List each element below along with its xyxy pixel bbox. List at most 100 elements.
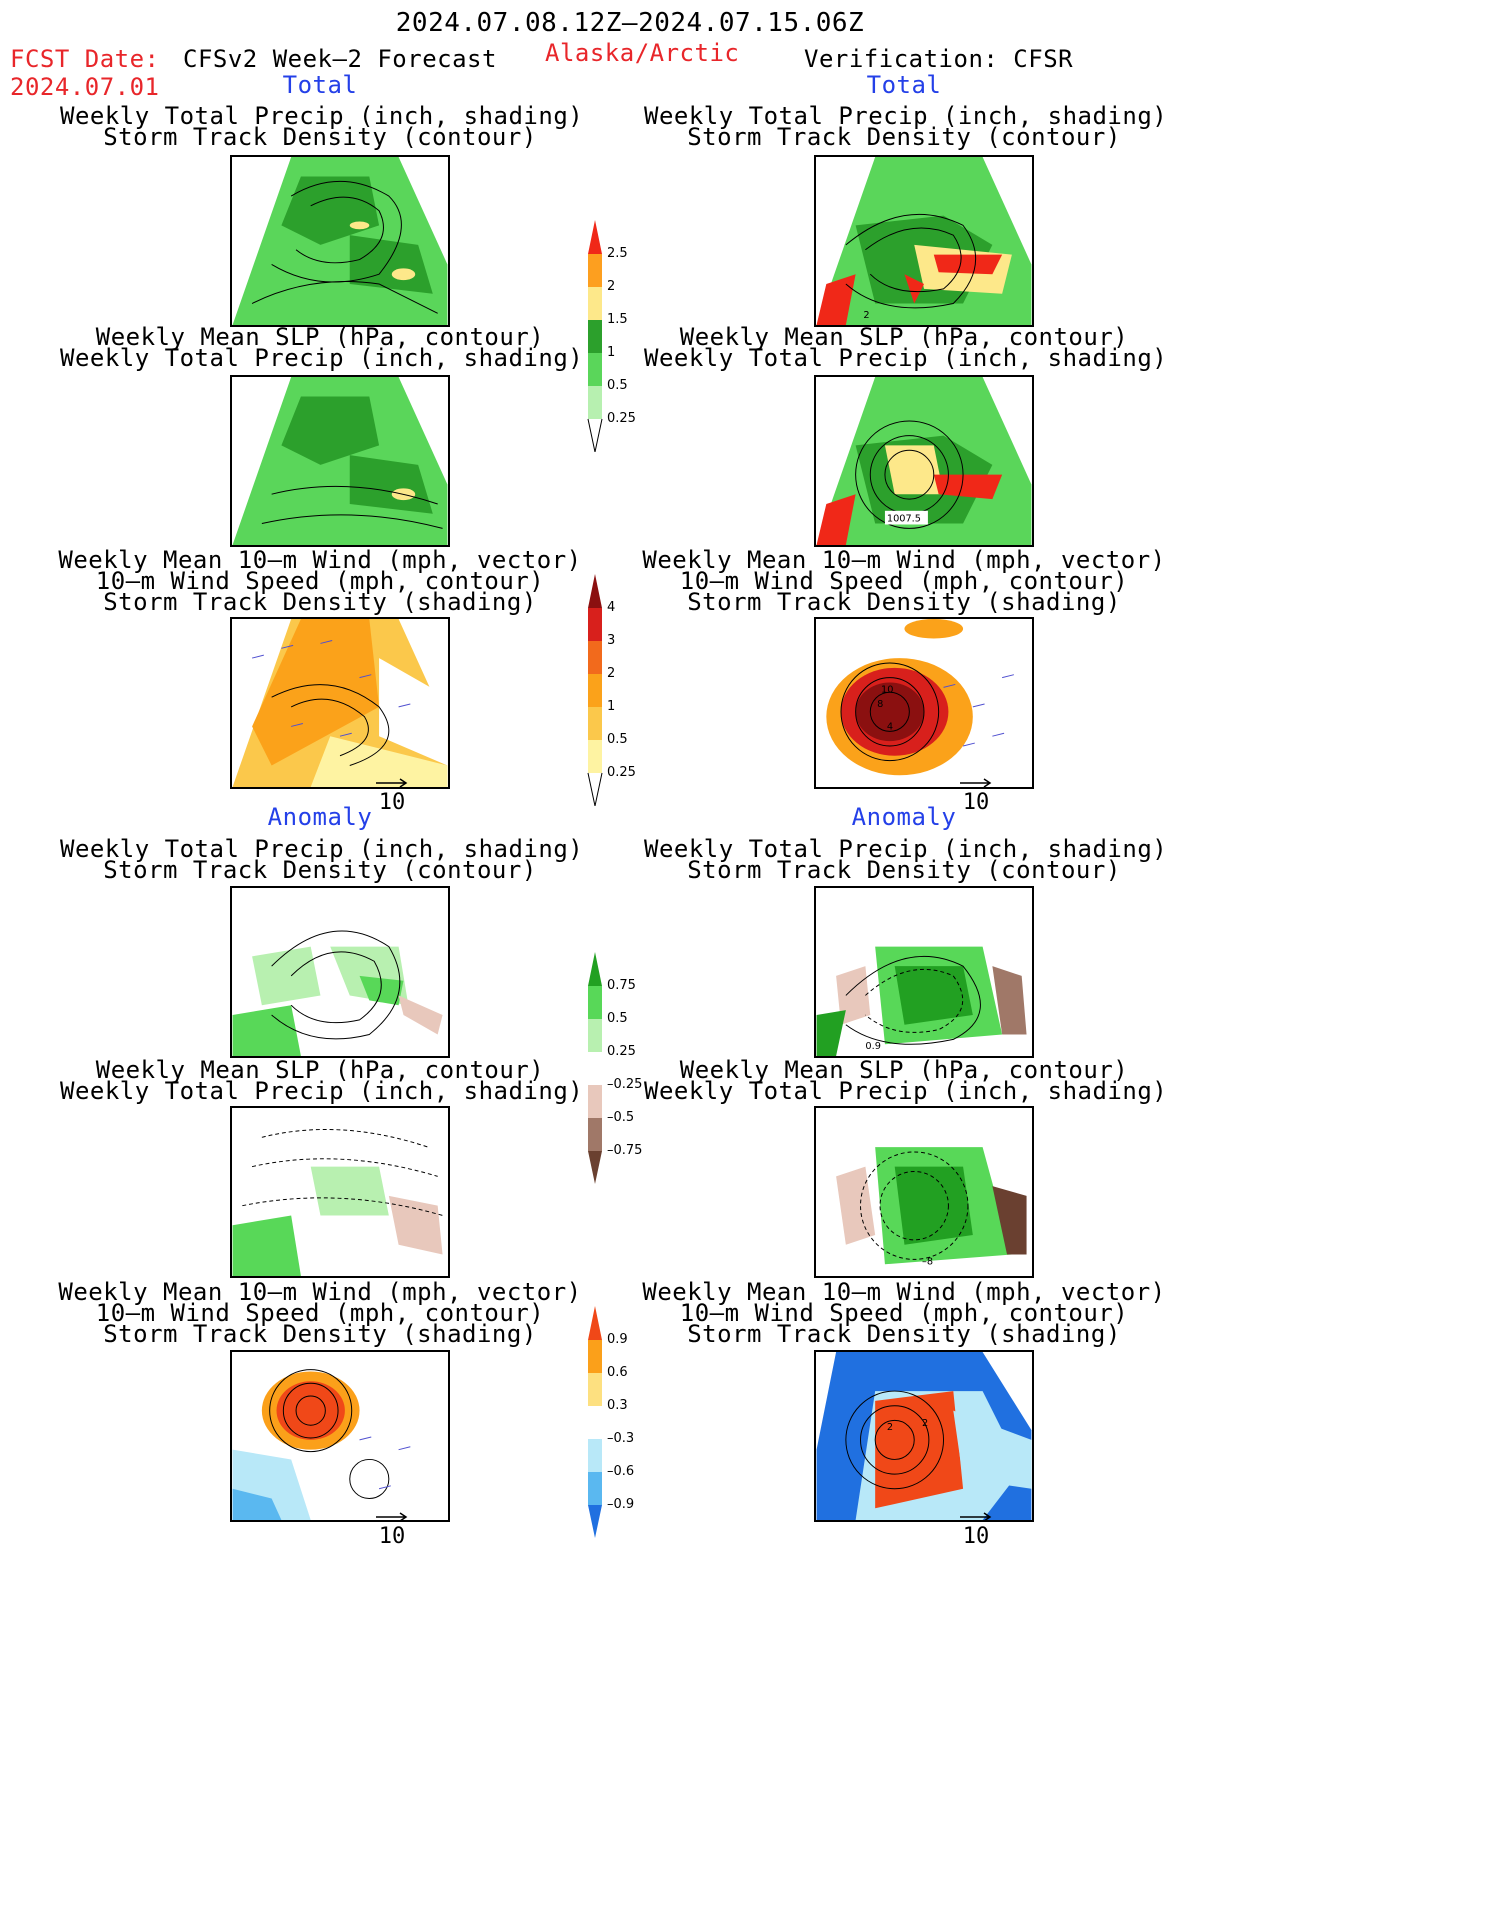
colorbar-precip-anom-scale xyxy=(588,952,602,1184)
colorbar-precip-total-label: 2 xyxy=(607,279,616,294)
arrow-right-icon xyxy=(960,1512,992,1522)
map-verif-total-precip: 2 xyxy=(814,155,1034,327)
verif-anom-precip-contour-label: 0.9 xyxy=(865,1041,881,1052)
verification-label: Verification: CFSR xyxy=(804,45,1074,73)
title-anom-wind-track-l2: 10–m Wind Speed (mph, contour) xyxy=(95,1299,545,1327)
verif-total-slp-contour-label: 1007.5 xyxy=(887,514,921,525)
colorbar-precip-anom-label: –0.75 xyxy=(607,1143,643,1158)
colorbar-precip-total-label: 2.5 xyxy=(607,246,628,261)
title-wind-track-r3: Storm Track Density (shading) xyxy=(687,588,1121,616)
colorbar-track-total-scale xyxy=(587,574,603,806)
title-wind-track-l3: Storm Track Density (shading) xyxy=(103,588,537,616)
map-fcst-total-slp xyxy=(230,375,450,547)
title-slp-precip-l1: Weekly Mean SLP (hPa, contour) xyxy=(95,323,545,351)
vector-ref-fcst-total: 10 xyxy=(372,776,412,815)
vector-ref-value: 10 xyxy=(962,790,990,815)
verif-anom-wind-label-a: 2 xyxy=(887,1422,893,1433)
colorbar-track-total: 4 3 2 1 0.5 0.25 xyxy=(585,574,665,806)
colorbar-track-total-label: 2 xyxy=(607,666,616,681)
map-fcst-total-wind xyxy=(230,617,450,789)
title-anom-wind-track-r1: Weekly Mean 10–m Wind (mph, vector) xyxy=(642,1278,1166,1306)
map-verif-total-wind: 10 8 4 xyxy=(814,617,1034,789)
verif-total-wind-label-b: 8 xyxy=(877,699,883,710)
title-slp-precip-r1: Weekly Mean SLP (hPa, contour) xyxy=(679,323,1129,351)
colorbar-track-anom-label: 0.3 xyxy=(607,1398,628,1413)
title-anom-precip-track-r2: Storm Track Density (contour) xyxy=(687,856,1121,884)
period-title: 2024.07.08.12Z–2024.07.15.06Z xyxy=(395,8,865,38)
title-precip-track-r1: Weekly Total Precip (inch, shading) xyxy=(644,102,1168,130)
colorbar-precip-anom-label: –0.5 xyxy=(607,1110,635,1125)
verif-total-wind-label-c: 4 xyxy=(887,721,893,732)
title-anom-slp-precip-l2: Weekly Total Precip (inch, shading) xyxy=(60,1077,584,1105)
colorbar-track-anom-label: –0.6 xyxy=(607,1464,635,1479)
colorbar-track-anom-scale xyxy=(588,1306,602,1538)
title-anom-precip-track-l1: Weekly Total Precip (inch, shading) xyxy=(60,835,584,863)
vector-ref-verif-anom: 10 xyxy=(956,1510,996,1549)
map-verif-anom-wind: 2 2 xyxy=(814,1350,1034,1522)
fcst-anom-slp-map xyxy=(232,1129,443,1276)
colorbar-track-total-label: 1 xyxy=(607,699,616,714)
colorbar-precip-total-label: 1.5 xyxy=(607,312,628,327)
map-fcst-anom-precip xyxy=(230,886,450,1058)
colorbar-precip-anom-label: –0.25 xyxy=(607,1077,643,1092)
verif-anom-precip-map: 0.9 xyxy=(816,946,1027,1056)
title-wind-track-r2: 10–m Wind Speed (mph, contour) xyxy=(679,567,1129,595)
title-anom-slp-precip-r1: Weekly Mean SLP (hPa, contour) xyxy=(679,1056,1129,1084)
map-verif-total-slp: 1007.5 xyxy=(814,375,1034,547)
colorbar-precip-anom-label: 0.5 xyxy=(607,1011,628,1026)
vector-ref-value: 10 xyxy=(378,790,406,815)
title-anom-precip-track-r1: Weekly Total Precip (inch, shading) xyxy=(644,835,1168,863)
colorbar-precip-total-label: 0.25 xyxy=(607,411,636,426)
title-anom-wind-track-r2: 10–m Wind Speed (mph, contour) xyxy=(679,1299,1129,1327)
verif-anom-slp-map: –8 xyxy=(836,1147,1027,1267)
title-wind-track-r1: Weekly Mean 10–m Wind (mph, vector) xyxy=(642,546,1166,574)
title-slp-precip-r2: Weekly Total Precip (inch, shading) xyxy=(644,344,1168,372)
vector-ref-value: 10 xyxy=(962,1524,990,1549)
section-anomaly-right: Anomaly xyxy=(851,803,957,831)
arrow-right-icon xyxy=(376,778,408,788)
map-verif-anom-slp: –8 xyxy=(814,1106,1034,1278)
title-wind-track-l2: 10–m Wind Speed (mph, contour) xyxy=(95,567,545,595)
vector-ref-verif-total: 10 xyxy=(956,776,996,815)
section-total-left: Total xyxy=(282,71,358,99)
title-anom-slp-precip-l1: Weekly Mean SLP (hPa, contour) xyxy=(95,1056,545,1084)
colorbar-precip-total: 2.5 2 1.5 1 0.5 0.25 xyxy=(585,220,665,452)
region-label: Alaska/Arctic xyxy=(545,39,740,67)
title-anom-wind-track-l3: Storm Track Density (shading) xyxy=(103,1320,537,1348)
title-slp-precip-l2: Weekly Total Precip (inch, shading) xyxy=(60,344,584,372)
verif-anom-wind-label-b: 2 xyxy=(922,1418,928,1429)
colorbar-track-anom: 0.9 0.6 0.3 –0.3 –0.6 –0.9 xyxy=(585,1306,665,1538)
colorbar-track-total-label: 0.25 xyxy=(607,765,636,780)
colorbar-precip-anom: 0.75 0.5 0.25 –0.25 –0.5 –0.75 xyxy=(585,952,665,1184)
model-label: CFSv2 Week–2 Forecast xyxy=(183,45,497,73)
verif-anom-wind-map: 2 2 xyxy=(816,1352,1032,1520)
map-fcst-anom-slp xyxy=(230,1106,450,1278)
title-anom-slp-precip-r2: Weekly Total Precip (inch, shading) xyxy=(644,1077,1168,1105)
colorbar-precip-anom-label: 0.25 xyxy=(607,1044,636,1059)
fcst-date-value: 2024.07.01 xyxy=(10,73,160,101)
colorbar-track-total-label: 3 xyxy=(607,633,616,648)
verif-total-precip-map: 2 xyxy=(816,157,1032,325)
title-anom-precip-track-l2: Storm Track Density (contour) xyxy=(103,856,537,884)
title-precip-track-l1: Weekly Total Precip (inch, shading) xyxy=(60,102,584,130)
section-anomaly-left: Anomaly xyxy=(267,803,373,831)
colorbar-track-total-label: 0.5 xyxy=(607,732,628,747)
fcst-anom-wind-map xyxy=(232,1369,411,1520)
colorbar-precip-anom-label: 0.75 xyxy=(607,978,636,993)
title-precip-track-l2: Storm Track Density (contour) xyxy=(103,123,537,151)
vector-ref-fcst-anom: 10 xyxy=(372,1510,412,1549)
title-anom-wind-track-r3: Storm Track Density (shading) xyxy=(687,1320,1121,1348)
map-verif-anom-precip: 0.9 xyxy=(814,886,1034,1058)
arrow-right-icon xyxy=(960,778,992,788)
verif-total-precip-contour-label: 2 xyxy=(863,310,869,321)
colorbar-track-anom-label: 0.9 xyxy=(607,1332,628,1347)
arrow-right-icon xyxy=(376,1512,408,1522)
verif-total-wind-label-a: 10 xyxy=(881,684,893,695)
colorbar-precip-total-label: 1 xyxy=(607,345,616,360)
colorbar-precip-total-scale xyxy=(587,220,603,452)
verif-total-slp-map: 1007.5 xyxy=(816,377,1032,545)
map-fcst-anom-wind xyxy=(230,1350,450,1522)
title-precip-track-r2: Storm Track Density (contour) xyxy=(687,123,1121,151)
colorbar-precip-total-label: 0.5 xyxy=(607,378,628,393)
fcst-total-wind-map xyxy=(232,619,448,787)
